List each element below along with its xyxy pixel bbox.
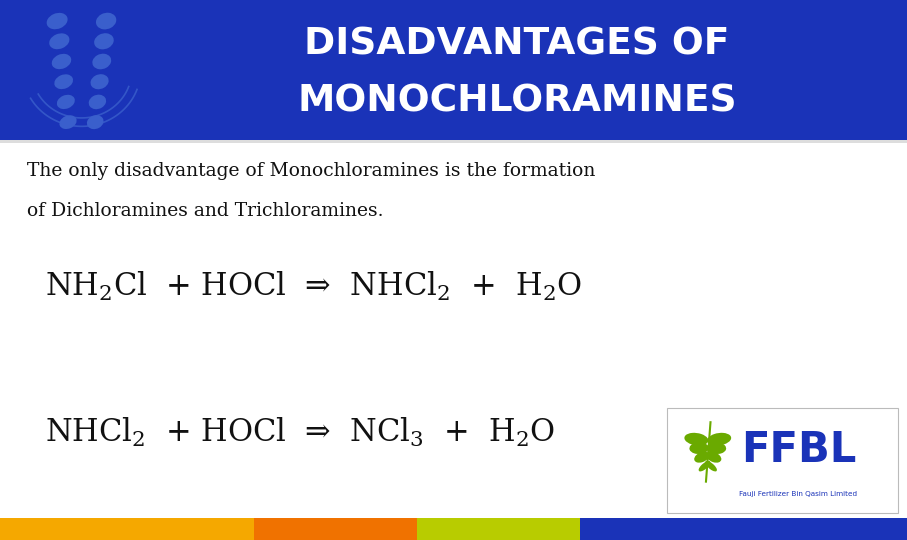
Ellipse shape — [89, 94, 106, 109]
Text: Fauji Fertilizer Bin Qasim Limited: Fauji Fertilizer Bin Qasim Limited — [739, 491, 857, 497]
Text: MONOCHLORAMINES: MONOCHLORAMINES — [297, 83, 736, 119]
Ellipse shape — [707, 442, 727, 454]
Ellipse shape — [689, 442, 708, 454]
Text: $\mathregular{NHCl_2}$  + HOCl  ⇒  $\mathregular{NCl_3}$  +  $\mathregular{H_2O}: $\mathregular{NHCl_2}$ + HOCl ⇒ $\mathre… — [45, 415, 556, 449]
Ellipse shape — [94, 33, 113, 49]
Ellipse shape — [57, 95, 75, 109]
Ellipse shape — [93, 53, 112, 69]
Ellipse shape — [46, 13, 68, 29]
Bar — [580, 518, 907, 540]
Ellipse shape — [87, 115, 103, 129]
Ellipse shape — [11, 5, 152, 135]
Ellipse shape — [54, 75, 73, 89]
Bar — [0, 140, 907, 143]
Ellipse shape — [694, 451, 709, 463]
Ellipse shape — [60, 115, 76, 129]
Ellipse shape — [707, 451, 721, 463]
Text: of Dichloramines and Trichloramines.: of Dichloramines and Trichloramines. — [27, 202, 384, 220]
Bar — [0, 518, 254, 540]
Text: $\mathregular{NH_2Cl}$  + HOCl  ⇒  $\mathregular{NHCl_2}$  +  $\mathregular{H_2O: $\mathregular{NH_2Cl}$ + HOCl ⇒ $\mathre… — [45, 269, 582, 303]
Ellipse shape — [685, 433, 708, 446]
Ellipse shape — [705, 461, 717, 471]
Ellipse shape — [96, 13, 116, 29]
Text: FFBL: FFBL — [741, 429, 856, 471]
Ellipse shape — [52, 54, 72, 69]
Ellipse shape — [49, 33, 70, 49]
Bar — [417, 518, 580, 540]
Bar — [0, 0, 907, 140]
Ellipse shape — [698, 461, 710, 471]
Text: DISADVANTAGES OF: DISADVANTAGES OF — [305, 27, 729, 63]
Text: The only disadvantage of Monochloramines is the formation: The only disadvantage of Monochloramines… — [27, 162, 596, 180]
Bar — [254, 518, 417, 540]
Ellipse shape — [91, 74, 109, 89]
Ellipse shape — [707, 433, 731, 446]
Bar — [667, 408, 898, 513]
